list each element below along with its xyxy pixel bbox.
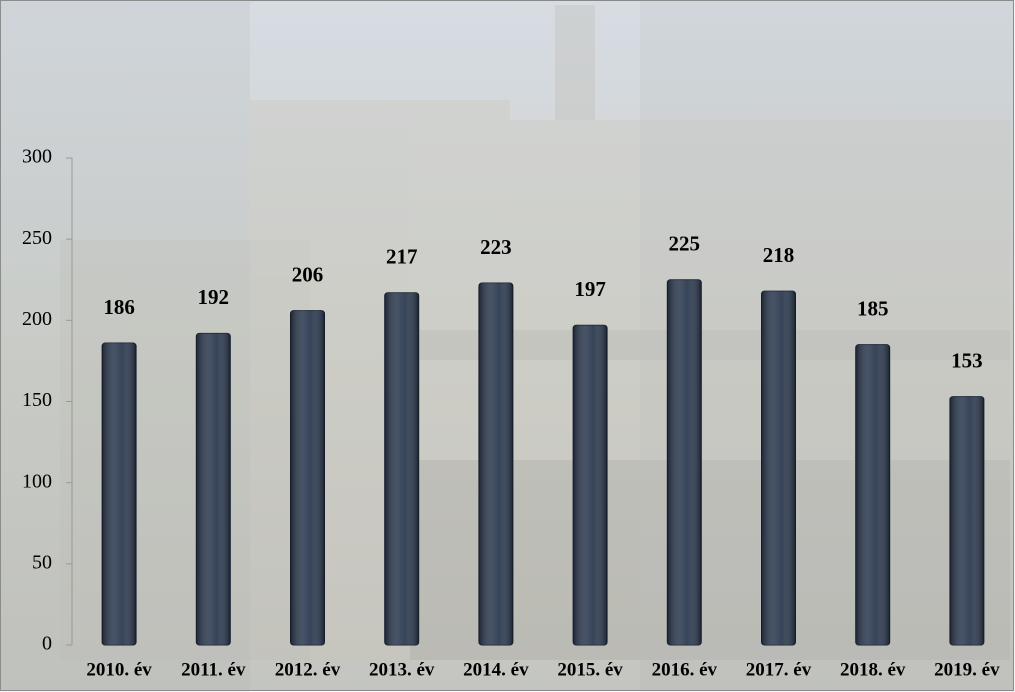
x-tick-label: 2019. év <box>934 659 1000 680</box>
x-tick-label: 2018. év <box>840 659 906 680</box>
x-tick-label: 2013. év <box>369 659 435 680</box>
y-tick-label: 150 <box>22 389 52 411</box>
data-label: 217 <box>386 245 418 269</box>
x-tick-label: 2016. év <box>652 659 718 680</box>
bar-shine <box>855 344 890 645</box>
y-tick-label: 200 <box>22 308 52 330</box>
bar-shine <box>573 325 608 645</box>
y-tick-label: 50 <box>32 551 52 573</box>
data-label: 206 <box>292 262 324 286</box>
bar-shine <box>290 310 325 645</box>
data-label: 225 <box>669 232 701 256</box>
x-tick-label: 2015. év <box>557 659 623 680</box>
bar-shine <box>949 396 984 645</box>
y-tick-label: 100 <box>22 470 52 492</box>
x-tick-label: 2017. év <box>746 659 812 680</box>
data-label: 185 <box>857 296 889 320</box>
data-label: 223 <box>480 235 512 259</box>
data-label: 197 <box>574 277 606 301</box>
y-tick-label: 300 <box>22 146 52 168</box>
x-tick-label: 2014. év <box>463 659 529 680</box>
bar-shine <box>102 343 137 645</box>
bar-shine <box>761 291 796 645</box>
bar-shine <box>196 333 231 645</box>
y-tick-label: 0 <box>42 633 52 655</box>
data-label: 218 <box>763 243 795 267</box>
x-tick-label: 2011. év <box>181 659 246 680</box>
data-label: 153 <box>951 348 983 372</box>
data-label: 186 <box>103 295 135 319</box>
bar-shine <box>667 279 702 645</box>
bar-shine <box>478 282 513 645</box>
data-label: 192 <box>198 285 230 309</box>
bar-shine <box>384 292 419 645</box>
x-tick-label: 2012. év <box>275 659 341 680</box>
x-tick-label: 2010. év <box>86 659 152 680</box>
y-tick-label: 250 <box>22 227 52 249</box>
